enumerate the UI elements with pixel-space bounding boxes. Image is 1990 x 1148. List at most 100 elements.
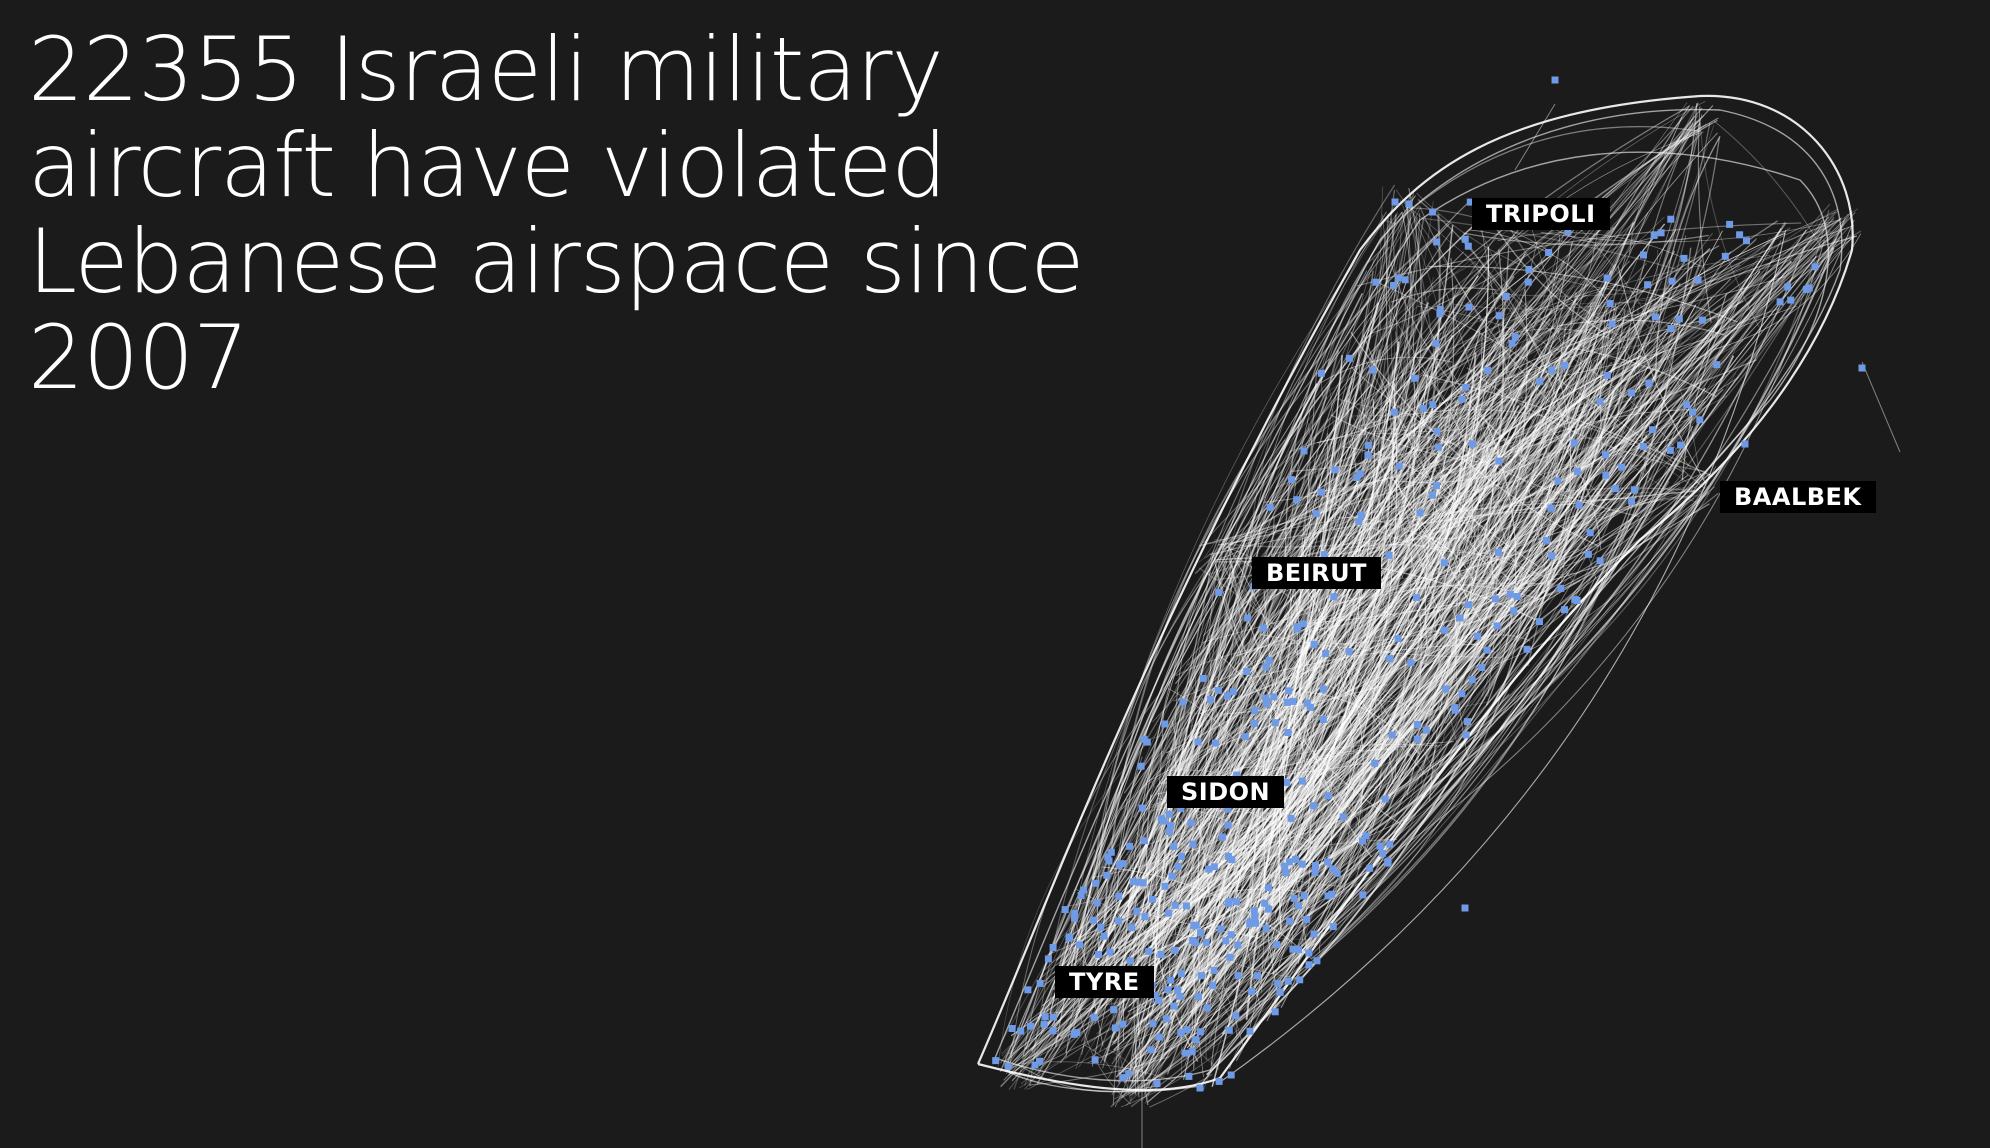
violation-point: [1650, 231, 1658, 239]
violation-point: [1584, 550, 1592, 558]
violation-point: [1209, 981, 1217, 989]
violation-point: [1157, 815, 1165, 823]
violation-point: [1502, 293, 1510, 300]
violation-point: [1384, 859, 1392, 867]
flight-path: [1136, 698, 1216, 1106]
flight-path: [1111, 422, 1494, 960]
flight-path: [1124, 749, 1456, 961]
flight-path: [1149, 369, 1493, 939]
violation-point: [1008, 1025, 1016, 1032]
flight-path: [1174, 315, 1372, 937]
violation-point: [1263, 700, 1271, 708]
flight-path: [1129, 285, 1578, 770]
violation-point: [1328, 890, 1336, 898]
flight-path: [1655, 135, 1721, 381]
violation-point: [1523, 645, 1531, 653]
violation-point: [1561, 606, 1568, 614]
flight-path: [1149, 205, 1420, 850]
flight-path: [1464, 253, 1572, 394]
flight-path: [1221, 352, 1477, 1035]
violation-point: [1106, 948, 1114, 956]
violation-point: [1226, 953, 1234, 961]
flight-path: [1029, 217, 1547, 1086]
city-label-beirut: BEIRUT: [1252, 557, 1381, 589]
flight-path: [1220, 260, 1477, 580]
flight-path: [1072, 457, 1486, 950]
violation-point: [1244, 614, 1252, 622]
airspace-outline: [976, 94, 1854, 1092]
flight-path: [1000, 344, 1385, 1043]
violation-point: [1413, 735, 1421, 743]
flight-path: [1166, 334, 1454, 994]
flight-path: [1311, 596, 1526, 959]
violation-point: [1784, 283, 1792, 291]
violation-point: [1251, 719, 1258, 727]
flight-path: [1145, 794, 1199, 1062]
violation-point: [1164, 986, 1172, 994]
violation-point: [1250, 907, 1258, 915]
violation-point: [1211, 739, 1219, 747]
violation-point: [1092, 879, 1100, 887]
flight-path: [1114, 263, 1617, 914]
violation-point: [1640, 251, 1647, 259]
violation-point: [1289, 945, 1297, 953]
violation-point: [1218, 833, 1226, 841]
flight-path: [1102, 710, 1164, 1069]
violation-point: [1024, 986, 1032, 994]
violation-point: [1319, 685, 1327, 693]
violation-point: [1394, 635, 1402, 643]
flight-path: [1230, 376, 1704, 548]
flight-paths-layer: [976, 94, 1901, 1148]
flight-path: [1421, 119, 1700, 389]
flight-path: [1221, 419, 1542, 680]
violation-point: [1586, 529, 1594, 537]
flight-path: [1165, 320, 1625, 754]
flight-path: [1180, 203, 1397, 1069]
flight-path: [1390, 313, 1621, 538]
flight-path: [1132, 859, 1230, 1083]
flight-path: [1003, 516, 1275, 1064]
flight-path: [1271, 216, 1418, 829]
violation-point: [1286, 917, 1293, 925]
violation-point: [1320, 551, 1328, 559]
violation-point: [1602, 471, 1610, 479]
violation-point: [1554, 477, 1562, 485]
violation-point: [1040, 1020, 1048, 1028]
violation-point: [1287, 814, 1295, 822]
violation-point: [1461, 235, 1469, 243]
violation-point: [1050, 1013, 1057, 1021]
violation-point: [1197, 972, 1205, 980]
violation-point: [1411, 374, 1419, 382]
flight-path: [1133, 889, 1250, 1091]
violation-point: [1649, 426, 1656, 434]
violation-point: [1176, 992, 1184, 1000]
violation-point: [1317, 488, 1325, 496]
violation-point: [1300, 447, 1308, 455]
flight-path: [1269, 335, 1608, 896]
violation-point: [1536, 377, 1544, 385]
violation-point: [1192, 921, 1200, 929]
flight-path: [1091, 756, 1143, 905]
violation-point: [1177, 1029, 1185, 1037]
violation-point: [1657, 229, 1665, 237]
violation-point: [1651, 313, 1659, 321]
violation-point: [1324, 792, 1332, 800]
violation-point: [1049, 944, 1057, 951]
flight-path: [1157, 119, 1718, 811]
violation-point: [1596, 398, 1604, 405]
flight-path: [1323, 519, 1505, 712]
violation-point: [1199, 674, 1207, 682]
flight-path: [1434, 305, 1598, 594]
violation-point: [1017, 1027, 1025, 1035]
flight-path: [1119, 319, 1684, 976]
violation-point: [1345, 354, 1353, 362]
flight-path: [1697, 218, 1840, 405]
flight-path: [1004, 276, 1488, 1058]
violation-point: [1557, 584, 1565, 592]
flight-path: [1369, 105, 1694, 335]
flight-path: [1492, 266, 1660, 372]
violation-point: [1548, 366, 1556, 374]
flight-path: [1117, 509, 1615, 1083]
violation-point: [1639, 442, 1647, 450]
violation-point: [1366, 864, 1374, 872]
